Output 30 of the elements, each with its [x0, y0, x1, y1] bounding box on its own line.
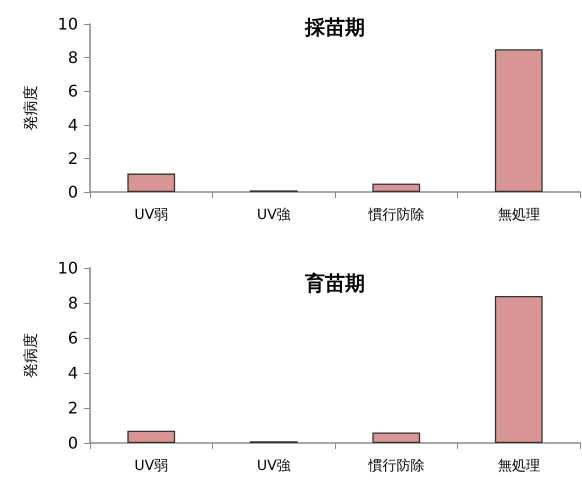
- y-tick-label: 0: [68, 434, 78, 452]
- y-axis-title: 発病度: [22, 86, 40, 130]
- y-tick-label: 2: [68, 398, 78, 418]
- bar: [127, 430, 176, 443]
- x-tick-label: UV強: [256, 207, 291, 223]
- y-tick-label: 6: [68, 82, 78, 101]
- chart-title: 採苗期: [304, 15, 365, 39]
- y-tick-label: 8: [68, 48, 78, 68]
- y-tick-label: 10: [58, 14, 78, 34]
- y-tick-label: 4: [68, 364, 78, 382]
- bar: [372, 184, 420, 192]
- x-tick-label: 無処理: [498, 207, 540, 223]
- x-tick-label: 無処理: [498, 458, 540, 474]
- bar: [494, 296, 543, 443]
- bar: [494, 49, 543, 192]
- y-tick-label: 4: [68, 115, 78, 134]
- x-tick-label: UV弱: [134, 458, 168, 474]
- bar: [372, 432, 420, 443]
- x-tick-label: 慣行防除: [367, 458, 424, 474]
- y-tick-label: 6: [68, 328, 78, 348]
- y-axis-title: 発病度: [22, 333, 40, 378]
- y-tick-label: 2: [68, 148, 78, 168]
- x-tick-label: UV弱: [134, 207, 168, 223]
- bar: [127, 174, 176, 192]
- y-tick-label: 0: [68, 182, 78, 202]
- x-tick-label: UV強: [256, 458, 291, 474]
- y-tick-label: 8: [68, 294, 78, 312]
- chart-title: 育苗期: [304, 271, 365, 295]
- y-tick-label: 10: [58, 258, 78, 278]
- x-tick-label: 慣行防除: [367, 207, 424, 223]
